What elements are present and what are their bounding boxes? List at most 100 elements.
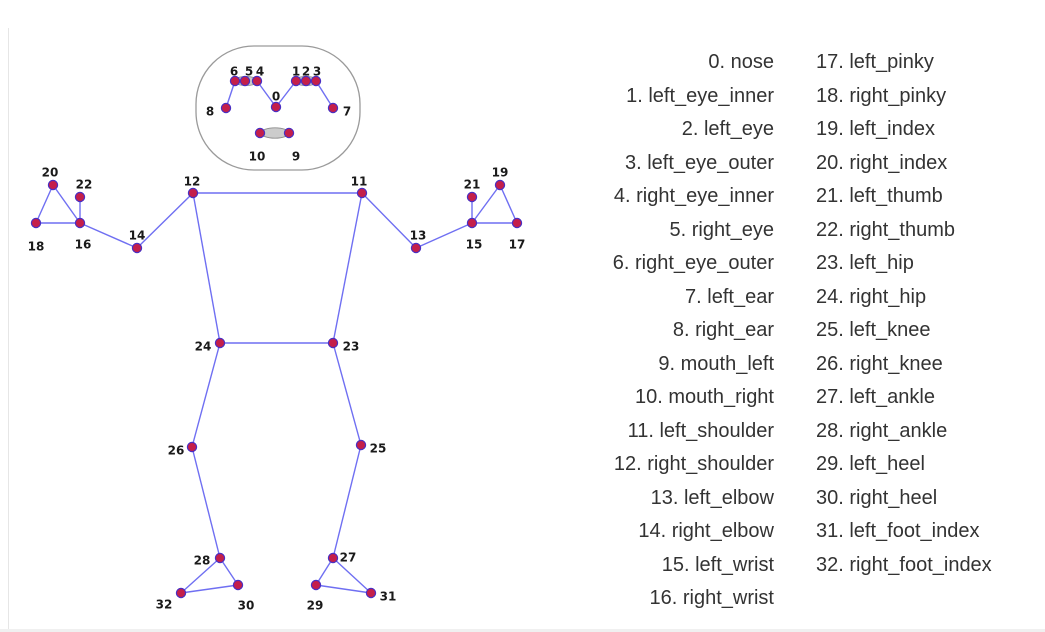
keypoint-left-hip <box>327 337 339 349</box>
bone-left-ankle-to-left-foot-index <box>332 557 372 594</box>
keypoint-left-wrist <box>466 217 478 229</box>
keypoint-label-right-shoulder: 12 <box>184 175 201 189</box>
keypoint-label-left-ear: 7 <box>343 105 351 119</box>
legend-item: 21. left_thumb <box>816 185 943 207</box>
legend-item: 27. left_ankle <box>816 386 935 408</box>
keypoint-label-left-eye: 2 <box>302 65 310 79</box>
keypoint-label-left-thumb: 21 <box>464 178 481 192</box>
keypoint-right-thumb <box>74 191 86 203</box>
keypoint-right-foot-index <box>175 587 187 599</box>
keypoint-label-right-eye: 5 <box>245 65 253 79</box>
bone-left-elbow-to-left-wrist <box>415 222 473 249</box>
bone-right-hip-to-right-knee <box>191 342 221 448</box>
keypoint-label-left-eye-outer: 3 <box>313 65 321 79</box>
keypoint-label-right-pinky: 18 <box>28 240 45 254</box>
keypoint-label-left-index: 19 <box>492 166 509 180</box>
keypoint-label-mouth-left: 9 <box>292 150 300 164</box>
keypoint-left-ankle <box>327 552 339 564</box>
keypoint-left-elbow <box>410 242 422 254</box>
keypoint-right-knee <box>186 441 198 453</box>
legend-item: 31. left_foot_index <box>816 520 980 542</box>
legend-item: 26. right_knee <box>816 352 943 375</box>
legend-item: 30. right_heel <box>816 486 938 509</box>
bottom-border <box>0 629 1045 632</box>
keypoint-right-index <box>47 179 59 191</box>
keypoint-label-right-eye-inner: 4 <box>256 65 264 79</box>
legend-item: 4. right_eye_inner <box>613 185 774 207</box>
keypoint-right-eye-inner <box>251 75 263 87</box>
legend-item: 18. right_pinky <box>816 84 947 107</box>
bone-right-ankle-to-right-heel <box>219 557 239 586</box>
legend-item: 23. left_hip <box>816 252 914 274</box>
keypoint-left-pinky <box>511 217 523 229</box>
keypoint-right-hip <box>214 337 226 349</box>
bone-right-shoulder-to-right-elbow <box>136 192 194 249</box>
legend-item: 7. left_ear <box>685 285 774 308</box>
bone-nose-to-right-eye-inner <box>256 80 277 108</box>
legend-item: 3. left_eye_outer <box>625 151 774 174</box>
legend-item: 6. right_eye_outer <box>612 252 774 274</box>
keypoint-label-right-heel: 30 <box>238 599 255 613</box>
legend-item: 9. mouth_left <box>658 352 774 375</box>
bone-left-ankle-to-left-heel <box>315 557 334 586</box>
legend-item: 19. left_index <box>816 118 935 140</box>
keypoint-left-heel <box>310 579 322 591</box>
keypoint-label-right-thumb: 22 <box>76 178 93 192</box>
keypoint-nose <box>270 101 282 113</box>
bone-right-shoulder-to-right-hip <box>192 192 221 344</box>
legend-item: 17. left_pinky <box>816 51 934 73</box>
keypoint-label-right-ankle: 28 <box>194 554 211 568</box>
left-border <box>8 28 9 632</box>
legend-item: 32. right_foot_index <box>816 553 992 576</box>
bone-left-pinky-to-left-index <box>499 184 518 224</box>
keypoint-label-right-elbow: 14 <box>129 229 146 243</box>
legend-column-left: 0. nose 1. left_eye_inner 2. left_eye 3. le… <box>613 46 774 616</box>
keypoint-left-shoulder <box>356 187 368 199</box>
keypoint-label-left-eye-inner: 1 <box>292 65 300 79</box>
keypoint-label-left-elbow: 13 <box>410 229 427 243</box>
keypoint-left-thumb <box>466 191 478 203</box>
keypoint-label-right-eye-outer: 6 <box>230 65 238 79</box>
keypoint-left-foot-index <box>365 587 377 599</box>
keypoint-label-left-hip: 23 <box>343 340 360 354</box>
keypoint-label-left-foot-index: 31 <box>380 590 397 604</box>
keypoint-right-eye-outer <box>229 75 241 87</box>
legend-item: 14. right_elbow <box>638 520 774 542</box>
legend-item: 11. left_shoulder <box>627 419 774 442</box>
legend-item: 25. left_knee <box>816 319 931 341</box>
bone-left-shoulder-to-left-elbow <box>361 192 417 249</box>
keypoint-label-right-hip: 24 <box>195 340 212 354</box>
legend-item: 24. right_hip <box>816 285 927 308</box>
legend-item: 16. right_wrist <box>649 587 775 609</box>
legend-item: 1. left_eye_inner <box>626 84 774 107</box>
legend-column-right: 17. left_pinky 18. right_pinky 19. left_in… <box>816 46 992 582</box>
legend-item: 28. right_ankle <box>816 419 948 442</box>
keypoint-label-right-foot-index: 32 <box>156 598 173 612</box>
legend-item: 0. nose <box>708 51 774 73</box>
keypoint-left-eye-outer <box>310 75 322 87</box>
legend-item: 20. right_index <box>816 151 948 174</box>
bone-left-hip-to-left-knee <box>332 342 362 446</box>
legend-item: 2. left_eye <box>681 118 774 140</box>
keypoint-left-eye <box>300 75 312 87</box>
keypoint-label-left-ankle: 27 <box>340 551 357 565</box>
keypoint-right-pinky <box>30 217 42 229</box>
keypoint-label-right-wrist: 16 <box>75 238 92 252</box>
keypoint-label-left-knee: 25 <box>370 442 387 456</box>
keypoint-mouth-left <box>283 127 295 139</box>
legend-item: 22. right_thumb <box>816 218 955 241</box>
keypoint-right-elbow <box>131 242 143 254</box>
keypoint-right-heel <box>232 579 244 591</box>
keypoint-label-right-ear: 8 <box>206 105 214 119</box>
keypoint-label-right-knee: 26 <box>168 444 185 458</box>
keypoint-label-nose: 0 <box>272 90 280 104</box>
keypoint-label-left-heel: 29 <box>307 599 324 613</box>
legend-item: 8. right_ear <box>672 319 774 341</box>
keypoint-left-index <box>494 179 506 191</box>
keypoint-label-left-wrist: 15 <box>466 238 483 252</box>
bone-left-ear-to-left-eye-outer <box>315 80 334 109</box>
bone-left-shoulder-to-left-hip <box>332 192 363 344</box>
bone-left-wrist-to-left-index <box>471 184 501 224</box>
keypoint-left-ear <box>327 102 339 114</box>
